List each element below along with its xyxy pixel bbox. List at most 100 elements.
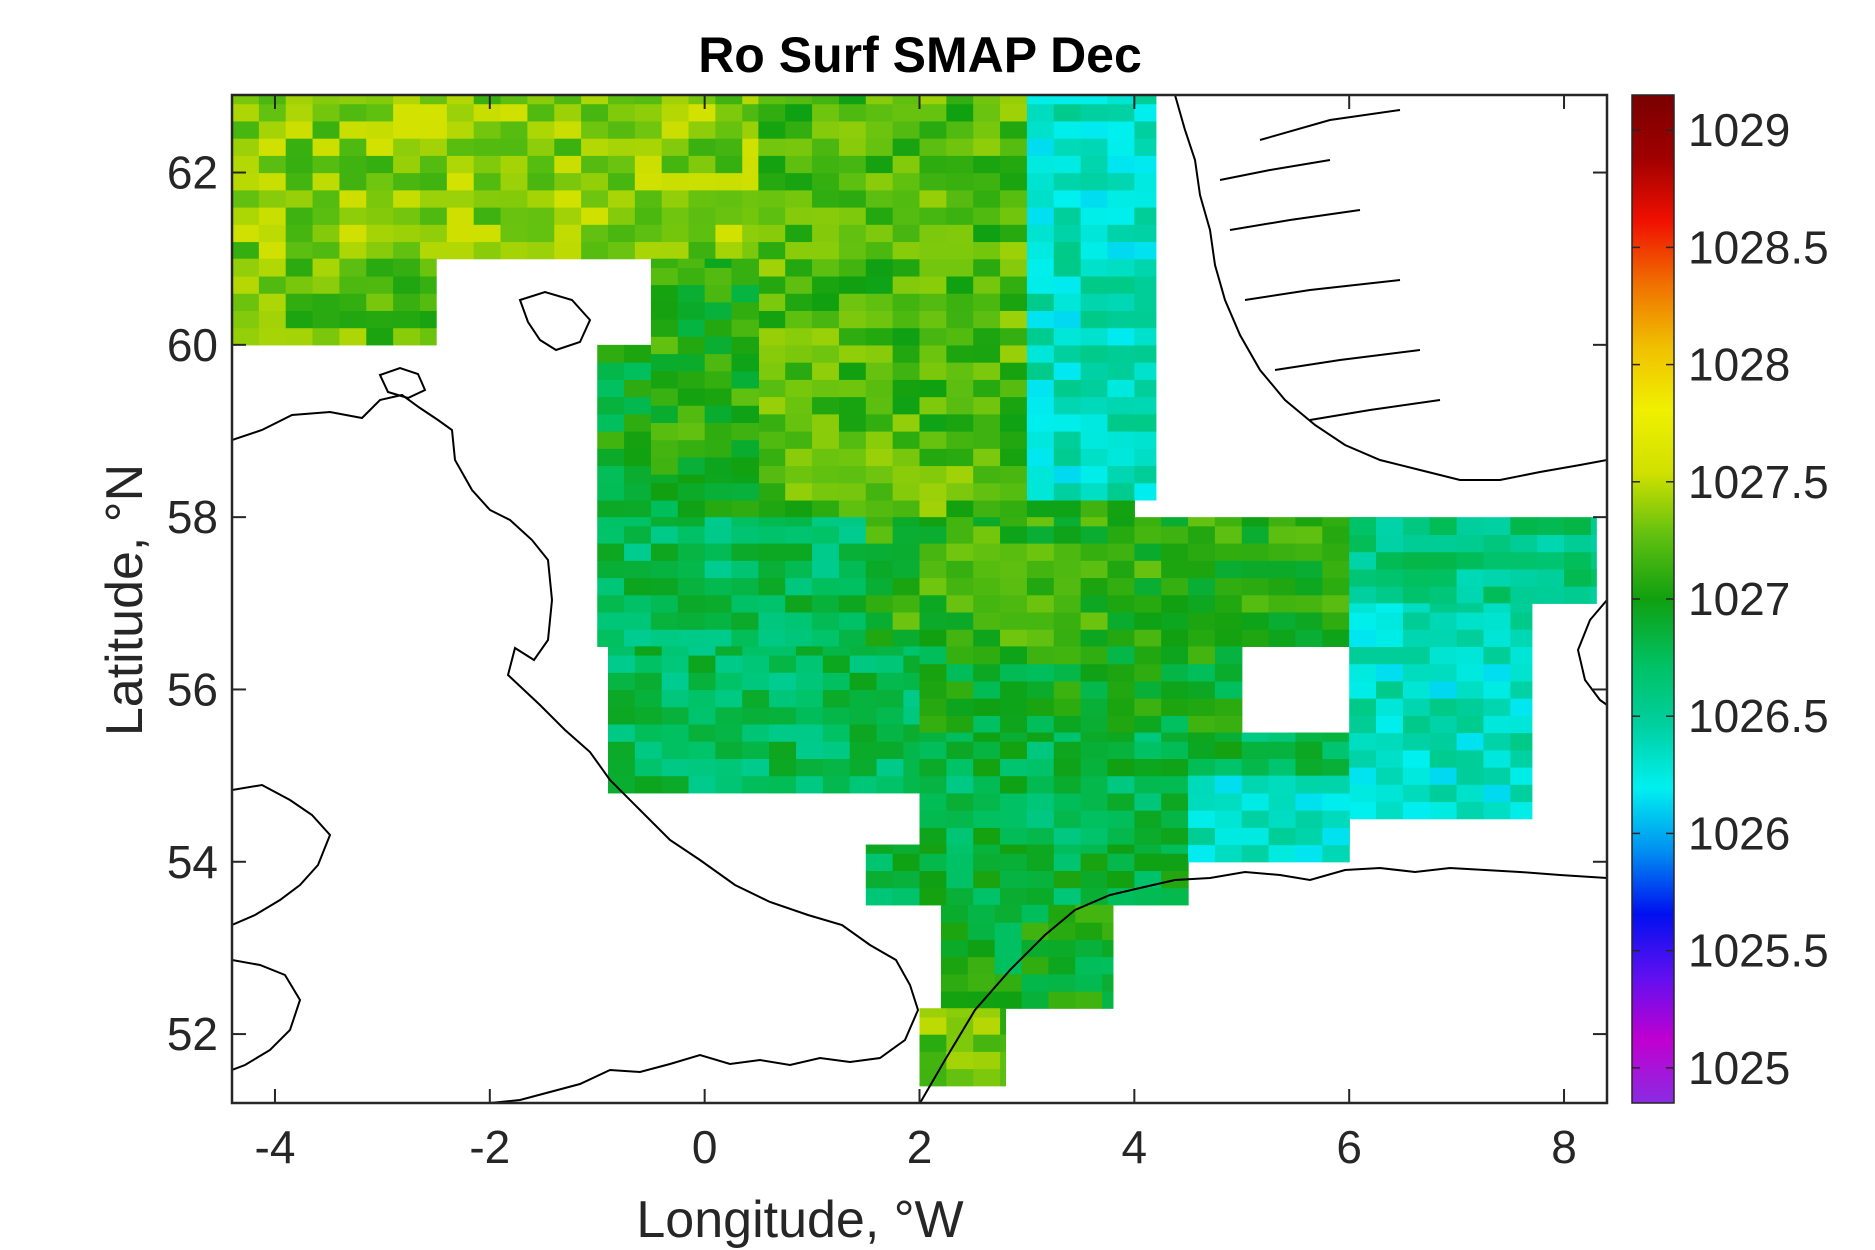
heatmap-cell: [607, 646, 636, 656]
heatmap-cell: [838, 525, 867, 544]
heatmap-cell: [232, 138, 260, 156]
heatmap-cell: [1053, 396, 1082, 415]
heatmap-cell: [865, 344, 894, 363]
heatmap-cell: [1456, 767, 1485, 785]
heatmap-cell: [1429, 603, 1458, 613]
heatmap-cell: [1080, 870, 1109, 889]
heatmap-cell: [1107, 465, 1135, 484]
heatmap-cell: [393, 95, 421, 105]
heatmap-cell: [634, 775, 663, 794]
heatmap-cell: [865, 103, 894, 122]
heatmap-cell: [339, 293, 367, 311]
heatmap-cell: [758, 431, 786, 449]
heatmap-cell: [919, 465, 947, 484]
heatmap-cell: [634, 758, 663, 777]
heatmap-cell: [919, 629, 947, 647]
heatmap-cell: [892, 887, 921, 906]
heatmap-cell: [1053, 629, 1082, 647]
heatmap-cell: [838, 517, 867, 527]
heatmap-cell: [500, 224, 529, 243]
heatmap-cell: [758, 525, 786, 544]
heatmap-cell: [1456, 568, 1485, 587]
heatmap-cell: [1429, 646, 1458, 665]
heatmap-cell: [876, 723, 904, 742]
heatmap-cell: [1134, 172, 1157, 191]
heatmap-cell: [812, 517, 840, 527]
heatmap-cell: [1188, 560, 1216, 579]
colorbar-tick-label: 1028.5: [1688, 221, 1829, 273]
heatmap-cell: [1456, 680, 1485, 699]
heatmap-cell: [366, 103, 394, 122]
heatmap-cell: [661, 103, 690, 122]
heatmap-cell: [1241, 827, 1270, 846]
heatmap-cell: [1107, 155, 1135, 174]
heatmap-cell: [1000, 155, 1028, 174]
heatmap-cell: [366, 293, 394, 311]
heatmap-cell: [339, 95, 367, 105]
heatmap-cell: [419, 258, 437, 277]
heatmap-cell: [758, 103, 786, 122]
heatmap-cell: [822, 655, 851, 673]
heatmap-cell: [973, 413, 1001, 432]
heatmap-cell: [1268, 517, 1297, 527]
heatmap-cell: [1188, 741, 1216, 759]
heatmap-cell: [973, 241, 1001, 260]
heatmap-cell: [919, 396, 947, 415]
heatmap-cell: [1241, 543, 1270, 561]
heatmap-cell: [554, 241, 582, 260]
heatmap-cell: [1349, 611, 1377, 630]
heatmap-cell: [1102, 956, 1114, 975]
heatmap-cell: [715, 241, 743, 260]
heatmap-cell: [1048, 973, 1076, 992]
heatmap-cell: [1134, 396, 1157, 415]
heatmap-cell: [946, 379, 974, 398]
heatmap-cell: [1564, 551, 1592, 570]
heatmap-cell: [1107, 698, 1135, 716]
heatmap-cell: [419, 275, 437, 294]
heatmap-cell: [1107, 275, 1135, 294]
heatmap-cell: [919, 732, 947, 742]
heatmap-cell: [946, 95, 974, 105]
heatmap-cell: [366, 138, 394, 156]
heatmap-cell: [677, 267, 706, 286]
heatmap-cell: [919, 155, 947, 174]
heatmap-cell: [677, 611, 706, 630]
heatmap-cell: [1295, 844, 1323, 863]
heatmap-cell: [1134, 344, 1157, 363]
heatmap-cell: [1080, 103, 1109, 122]
heatmap-cell: [1107, 310, 1135, 329]
heatmap-cell: [973, 715, 1001, 734]
heatmap-cell: [1000, 362, 1028, 380]
heatmap-cell: [1107, 663, 1135, 682]
heatmap-cell: [597, 560, 625, 579]
heatmap-cell: [758, 310, 786, 329]
heatmap-cell: [1000, 517, 1028, 527]
heatmap-cell: [1026, 344, 1055, 363]
heatmap-cell: [1214, 758, 1243, 777]
heatmap-cell: [715, 723, 743, 742]
heatmap-cell: [1134, 241, 1157, 260]
heatmap-cell: [1402, 603, 1431, 613]
heatmap-cell: [312, 241, 341, 260]
heatmap-cell: [1429, 629, 1458, 647]
heatmap-cell: [946, 775, 974, 794]
colorbar-tick-label: 1029: [1688, 104, 1790, 156]
heatmap-cell: [1026, 138, 1055, 156]
heatmap-cell: [1564, 568, 1592, 587]
heatmap-cell: [339, 258, 367, 277]
heatmap-cell: [1107, 810, 1135, 828]
heatmap-cell: [1214, 611, 1243, 630]
heatmap-cell: [1322, 732, 1350, 742]
heatmap-cell: [1483, 534, 1511, 553]
heatmap-cell: [865, 396, 894, 415]
heatmap-cell: [919, 1068, 947, 1087]
heatmap-cell: [946, 344, 974, 363]
heatmap-cell: [1322, 629, 1350, 647]
heatmap-cell: [1429, 586, 1458, 604]
heatmap-cell: [1000, 758, 1028, 777]
heatmap-cell: [1026, 120, 1055, 139]
heatmap-cell: [1107, 138, 1135, 156]
heatmap-cell: [919, 543, 947, 561]
heatmap-cell: [1161, 715, 1189, 734]
heatmap-cell: [758, 448, 786, 467]
